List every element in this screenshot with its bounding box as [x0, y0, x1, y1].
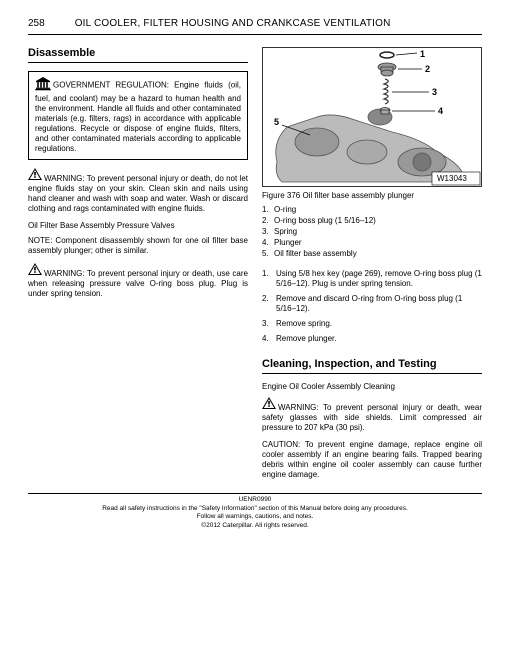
- subhead-cleaning: Engine Oil Cooler Assembly Cleaning: [262, 382, 482, 392]
- list-item: 2.Remove and discard O-ring from O-ring …: [276, 294, 482, 314]
- warning-1-text: WARNING: To prevent personal injury or d…: [28, 174, 248, 213]
- footer-line2: Follow all warnings, cautions, and notes…: [28, 513, 482, 521]
- list-item: 3.Remove spring.: [276, 319, 482, 329]
- regulation-text: GOVERNMENT REGULATION: Engine fluids (oi…: [35, 81, 241, 153]
- subhead-pressure-valves: Oil Filter Base Assembly Pressure Valves: [28, 221, 248, 231]
- page-header: 258 OIL COOLER, FILTER HOUSING AND CRANK…: [28, 18, 482, 35]
- right-column: 1 2 3 4 5 W13043 Figure 376 Oil filter b…: [262, 47, 482, 488]
- warning-icon: [28, 263, 42, 278]
- fig-callout-5: 5: [274, 117, 279, 127]
- header-title: OIL COOLER, FILTER HOUSING AND CRANKCASE…: [75, 18, 391, 31]
- footer-line1: Read all safety instructions in the "Saf…: [28, 505, 482, 513]
- footer-line3: ©2012 Caterpillar. All rights reserved.: [28, 522, 482, 530]
- section-title-cleaning: Cleaning, Inspection, and Testing: [262, 358, 482, 375]
- figure-caption: Figure 376 Oil filter base assembly plun…: [262, 191, 482, 201]
- list-item: 1.Using 5/8 hex key (page 269), remove O…: [276, 269, 482, 289]
- figure-376: 1 2 3 4 5 W13043: [262, 47, 482, 187]
- fig-callout-4: 4: [438, 106, 443, 116]
- warning-3: WARNING: To prevent personal injury or d…: [262, 397, 482, 433]
- list-item: 5.Oil filter base assembly: [274, 249, 482, 259]
- list-item: 3.Spring: [274, 227, 482, 237]
- callout-list: 1.O-ring 2.O-ring boss plug (1 5/16–12) …: [262, 205, 482, 259]
- warning-icon: [28, 168, 42, 183]
- note-text: NOTE: Component disassembly shown for on…: [28, 236, 248, 256]
- warning-icon: [262, 397, 276, 412]
- fig-callout-3: 3: [432, 87, 437, 97]
- section-title-disassemble: Disassemble: [28, 47, 248, 64]
- list-item: 2.O-ring boss plug (1 5/16–12): [274, 216, 482, 226]
- regulation-box: GOVERNMENT REGULATION: Engine fluids (oi…: [28, 71, 248, 160]
- warning-3-text: WARNING: To prevent personal injury or d…: [262, 403, 482, 432]
- warning-1: WARNING: To prevent personal injury or d…: [28, 168, 248, 214]
- left-column: Disassemble GOVERNMENT REGULATION: Engin…: [28, 47, 248, 488]
- step-list: 1.Using 5/8 hex key (page 269), remove O…: [262, 269, 482, 344]
- fig-callout-1: 1: [420, 49, 425, 59]
- warning-2: WARNING: To prevent personal injury or d…: [28, 263, 248, 299]
- figure-id: W13043: [437, 174, 467, 183]
- warning-2-text: WARNING: To prevent personal injury or d…: [28, 269, 248, 298]
- fig-callout-2: 2: [425, 64, 430, 74]
- page-number: 258: [28, 18, 45, 31]
- page-footer: UENR0990 Read all safety instructions in…: [28, 493, 482, 530]
- footer-doc-id: UENR0990: [28, 496, 482, 504]
- list-item: 1.O-ring: [274, 205, 482, 215]
- caution-text: CAUTION: To prevent engine damage, repla…: [262, 440, 482, 480]
- list-item: 4.Remove plunger.: [276, 334, 482, 344]
- list-item: 4.Plunger: [274, 238, 482, 248]
- regulation-icon: [35, 77, 51, 94]
- content-columns: Disassemble GOVERNMENT REGULATION: Engin…: [28, 47, 482, 488]
